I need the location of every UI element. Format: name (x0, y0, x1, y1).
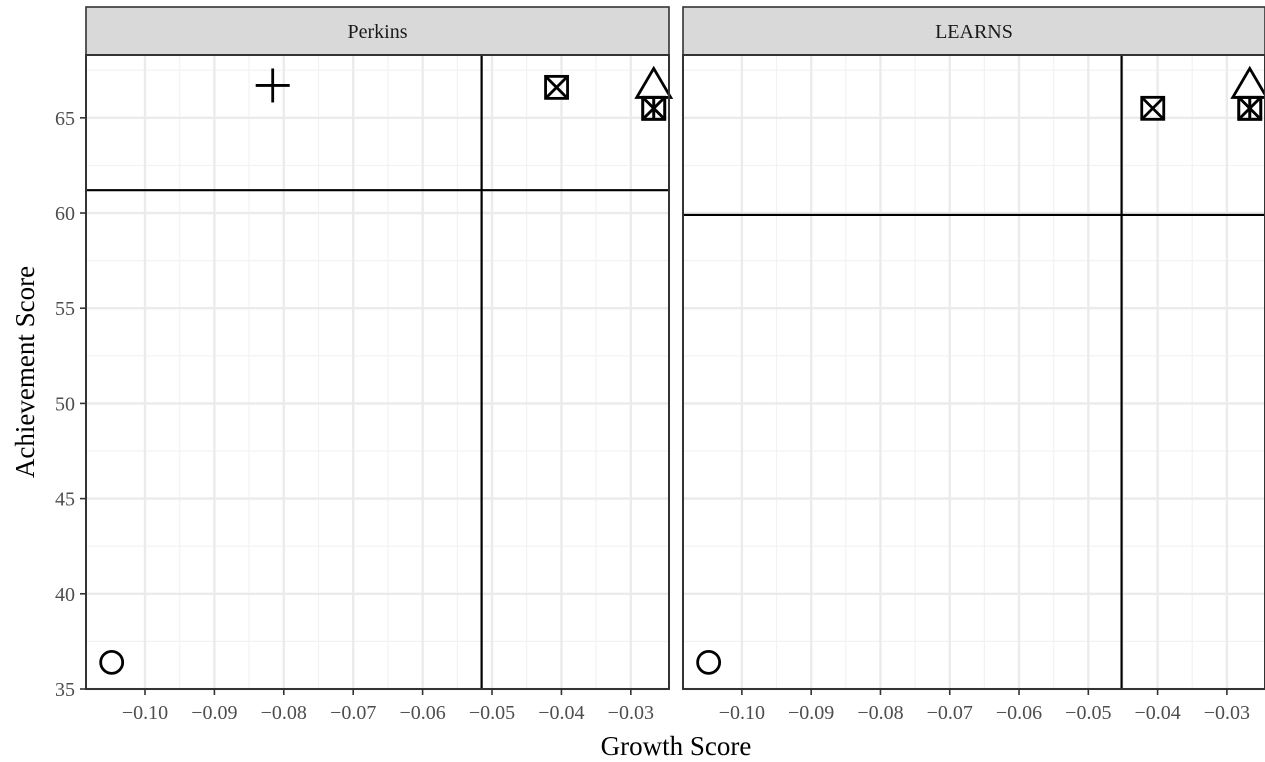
x-tick-label: −0.09 (191, 702, 237, 724)
y-tick-label: 50 (55, 393, 75, 415)
x-tick-label: −0.05 (1065, 702, 1111, 724)
y-tick-label: 45 (55, 489, 75, 511)
data-point-square-asterisk (641, 95, 667, 121)
y-tick-label: 55 (55, 298, 75, 320)
x-tick-label: −0.06 (399, 702, 445, 724)
y-tick-label: 60 (55, 203, 75, 225)
panel-perkins: Perkins −0.10 −0.09 −0.08 −0.07 −0.06 −0.05 −0.… (55, 6, 674, 724)
data-point-triangle (1230, 65, 1265, 99)
data-point-square-cross (544, 74, 569, 100)
x-tick-label: −0.03 (1204, 702, 1250, 724)
panel-learns: LEARNS −0.10 −0.09 −0.08 −0.07 −0.06 −0.05 −0.0… (682, 6, 1265, 724)
x-tick-label: −0.10 (719, 702, 765, 724)
x-tick-label: −0.05 (469, 702, 515, 724)
y-axis-title: Achievement Score (10, 266, 40, 478)
x-tick-label: −0.04 (538, 702, 584, 724)
x-tick-label: −0.03 (608, 702, 654, 724)
data-point-circle (99, 649, 125, 675)
plot-area (683, 55, 1265, 689)
data-point-plus (255, 68, 290, 103)
panel-border (682, 54, 1265, 690)
x-tick-label: −0.07 (927, 702, 973, 724)
x-tick-label: −0.07 (330, 702, 376, 724)
facet-strip-label: LEARNS (935, 21, 1013, 43)
facet-strip (682, 6, 1265, 56)
facet-strip-label: Perkins (348, 21, 408, 43)
data-point-triangle (634, 65, 674, 99)
x-tick-label: −0.04 (1134, 702, 1180, 724)
data-point-square-cross (1140, 95, 1166, 121)
x-tick-label: −0.09 (788, 702, 834, 724)
y-tick-label: 40 (55, 584, 75, 606)
plot-area (86, 55, 669, 689)
y-tick-label: 65 (55, 108, 75, 130)
x-tick-label: −0.10 (122, 702, 168, 724)
x-tick-label: −0.08 (261, 702, 307, 724)
facet-strip (85, 6, 670, 56)
x-axis-title: Growth Score (601, 731, 752, 761)
y-tick-label: 35 (55, 679, 75, 701)
x-tick-label: −0.06 (996, 702, 1042, 724)
panel-border (85, 54, 670, 690)
x-tick-label: −0.08 (857, 702, 903, 724)
data-point-circle (696, 649, 722, 675)
